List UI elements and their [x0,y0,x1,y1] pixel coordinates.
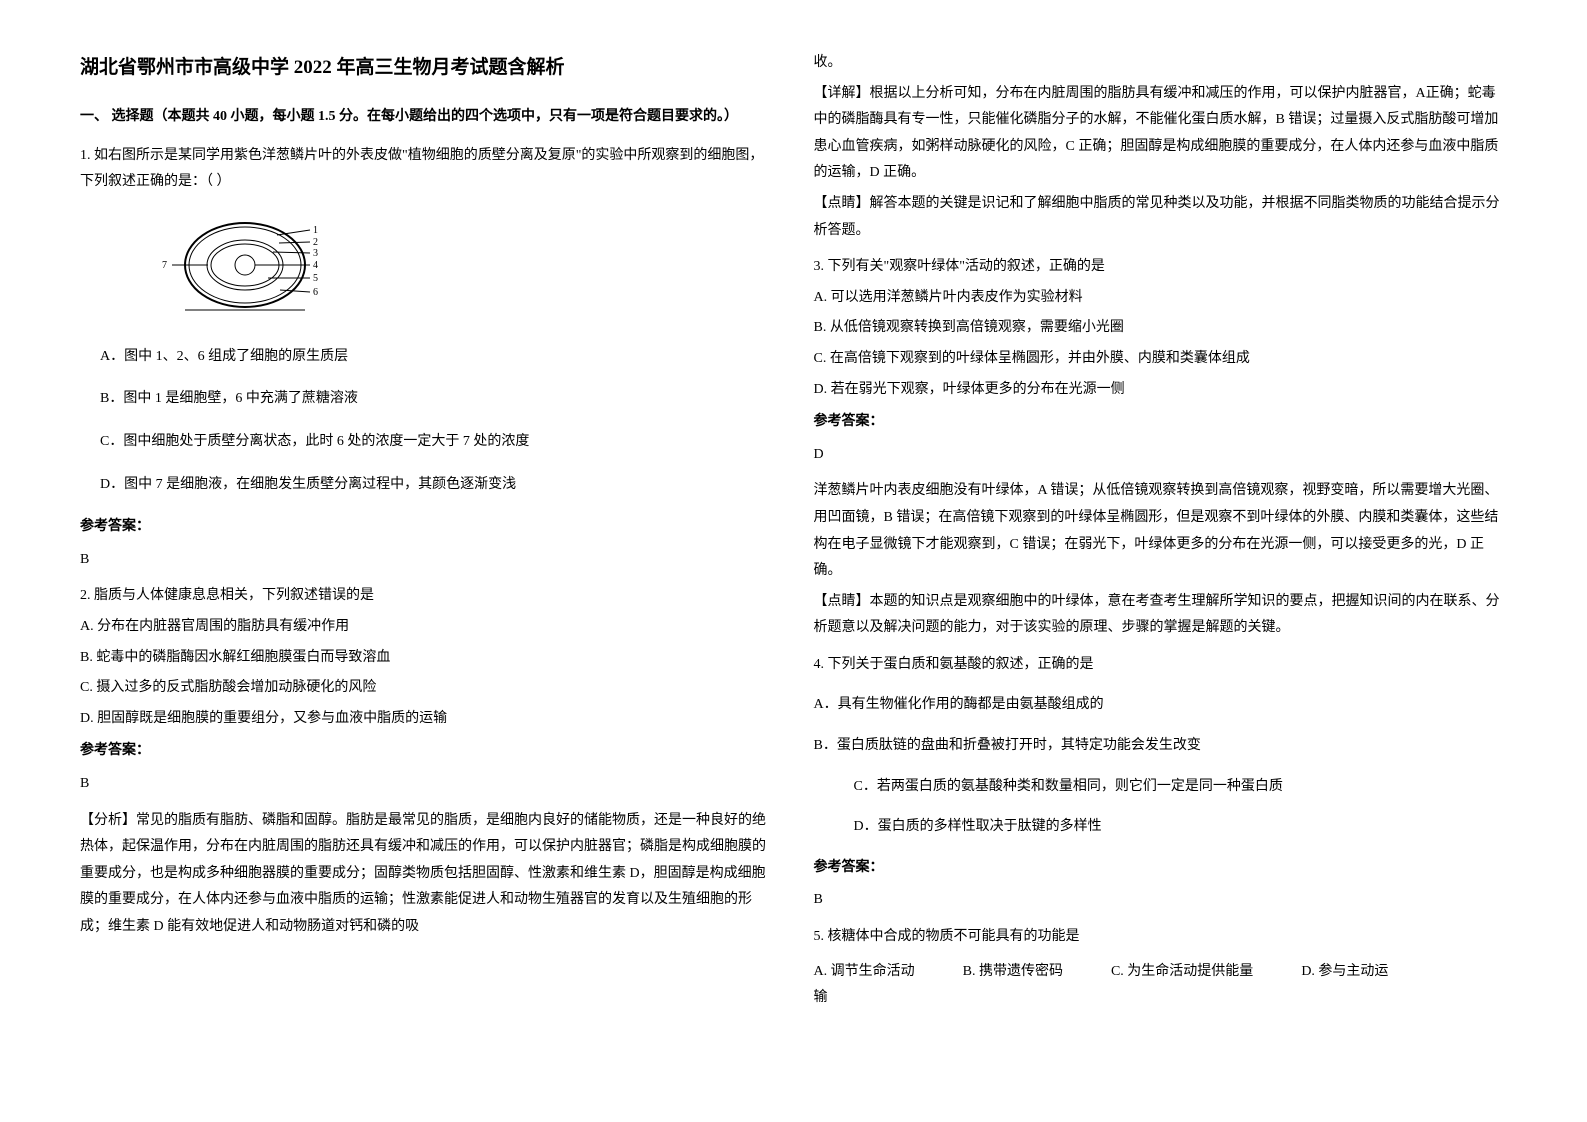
q5-cont: 输 [814,985,1508,1012]
left-column: 湖北省鄂州市市高级中学 2022 年高三生物月考试题含解析 一、 选择题（本题共… [60,50,794,1072]
q2-option-c: C. 摄入过多的反式脂肪酸会增加动脉硬化的风险 [80,675,774,702]
q2-stem: 2. 脂质与人体健康息息相关，下列叙述错误的是 [80,583,774,610]
question-4: 4. 下列关于蛋白质和氨基酸的叙述，正确的是 A．具有生物催化作用的酶都是由氨基… [814,652,1508,914]
q3-tip: 【点睛】本题的知识点是观察细胞中的叶绿体，意在考查考生理解所学知识的要点，把握知… [814,589,1508,642]
diagram-label-3: 3 [313,248,318,259]
q4-option-c: C．若两蛋白质的氨基酸种类和数量相同，则它们一定是同一种蛋白质 [854,774,1508,801]
exam-title: 湖北省鄂州市市高级中学 2022 年高三生物月考试题含解析 [80,50,774,86]
q4-answer-label: 参考答案： [814,855,1508,882]
q1-stem: 1. 如右图所示是某同学用紫色洋葱鳞片叶的外表皮做"植物细胞的质壁分离及复原"的… [80,143,774,196]
q4-option-b: B．蛋白质肽链的盘曲和折叠被打开时，其特定功能会发生改变 [814,733,1508,760]
analysis-label: 【分析】 [80,813,136,828]
tip-label: 【点睛】 [814,196,870,211]
q1-answer-label: 参考答案： [80,514,774,541]
q2-option-d: D. 胆固醇既是细胞膜的重要组分，又参与血液中脂质的运输 [80,706,774,733]
diagram-label-2: 2 [313,237,318,248]
q3-stem: 3. 下列有关"观察叶绿体"活动的叙述，正确的是 [814,254,1508,281]
q1-option-d: D．图中 7 是细胞液，在细胞发生质壁分离过程中，其颜色逐渐变浅 [100,472,774,499]
section-header: 一、 选择题（本题共 40 小题，每小题 1.5 分。在每小题给出的四个选项中，… [80,104,774,131]
q2-option-a: A. 分布在内脏器官周围的脂肪具有缓冲作用 [80,614,774,641]
q1-option-a: A．图中 1、2、6 组成了细胞的原生质层 [100,344,774,371]
q2-analysis: 【分析】常见的脂质有脂肪、磷脂和固醇。脂肪是最常见的脂质，是细胞内良好的储能物质… [80,808,774,941]
q5-options: A. 调节生命活动 B. 携带遗传密码 C. 为生命活动提供能量 D. 参与主动运 [814,959,1508,986]
q1-option-c: C．图中细胞处于质壁分离状态，此时 6 处的浓度一定大于 7 处的浓度 [100,429,774,456]
q5-option-a: A. 调节生命活动 [814,964,915,979]
q1-answer: B [80,547,774,574]
q4-option-d: D．蛋白质的多样性取决于肽键的多样性 [854,814,1508,841]
q3-option-a: A. 可以选用洋葱鳞片叶内表皮作为实验材料 [814,285,1508,312]
q1-option-b: B．图中 1 是细胞壁，6 中充满了蔗糖溶液 [100,386,774,413]
q4-answer: B [814,887,1508,914]
analysis-text: 常见的脂质有脂肪、磷脂和固醇。脂肪是最常见的脂质，是细胞内良好的储能物质，还是一… [80,813,766,934]
question-5: 5. 核糖体中合成的物质不可能具有的功能是 A. 调节生命活动 B. 携带遗传密码… [814,924,1508,1012]
q3-option-c: C. 在高倍镜下观察到的叶绿体呈椭圆形，并由外膜、内膜和类囊体组成 [814,346,1508,373]
cell-diagram: 1 2 3 4 5 6 7 [160,210,340,328]
question-3: 3. 下列有关"观察叶绿体"活动的叙述，正确的是 A. 可以选用洋葱鳞片叶内表皮… [814,254,1508,642]
detail-text: 根据以上分析可知，分布在内脏周围的脂肪具有缓冲和减压的作用，可以保护内脏器官，A… [814,86,1499,181]
q4-stem: 4. 下列关于蛋白质和氨基酸的叙述，正确的是 [814,652,1508,679]
q2-answer: B [80,771,774,798]
col2-continuation: 收。 [814,50,1508,77]
q2-detail: 【详解】根据以上分析可知，分布在内脏周围的脂肪具有缓冲和减压的作用，可以保护内脏… [814,81,1508,187]
diagram-label-7: 7 [162,260,167,271]
q3-answer: D [814,442,1508,469]
q3-option-b: B. 从低倍镜观察转换到高倍镜观察，需要缩小光圈 [814,315,1508,342]
q2-option-b: B. 蛇毒中的磷脂酶因水解红细胞膜蛋白而导致溶血 [80,645,774,672]
diagram-label-4: 4 [313,260,318,271]
detail-label: 【详解】 [814,86,870,101]
right-column: 收。 【详解】根据以上分析可知，分布在内脏周围的脂肪具有缓冲和减压的作用，可以保… [794,50,1528,1072]
q2-tip: 【点睛】解答本题的关键是识记和了解细胞中脂质的常见种类以及功能，并根据不同脂类物… [814,191,1508,244]
q2-answer-label: 参考答案： [80,738,774,765]
q5-option-d: D. 参与主动运 [1301,964,1388,979]
question-1: 1. 如右图所示是某同学用紫色洋葱鳞片叶的外表皮做"植物细胞的质壁分离及复原"的… [80,143,774,574]
q5-option-c: C. 为生命活动提供能量 [1111,964,1253,979]
q4-option-a: A．具有生物催化作用的酶都是由氨基酸组成的 [814,692,1508,719]
question-2: 2. 脂质与人体健康息息相关，下列叙述错误的是 A. 分布在内脏器官周围的脂肪具… [80,583,774,940]
q5-stem: 5. 核糖体中合成的物质不可能具有的功能是 [814,924,1508,951]
q3-tip-label: 【点睛】 [814,594,870,609]
diagram-label-6: 6 [313,287,318,298]
q5-option-b: B. 携带遗传密码 [963,964,1063,979]
tip-text: 解答本题的关键是识记和了解细胞中脂质的常见种类以及功能，并根据不同脂类物质的功能… [814,196,1500,238]
q3-explain: 洋葱鳞片叶内表皮细胞没有叶绿体，A 错误；从低倍镜观察转换到高倍镜观察，视野变暗… [814,478,1508,584]
q3-option-d: D. 若在弱光下观察，叶绿体更多的分布在光源一侧 [814,377,1508,404]
q3-tip-text: 本题的知识点是观察细胞中的叶绿体，意在考查考生理解所学知识的要点，把握知识间的内… [814,594,1500,636]
q3-answer-label: 参考答案： [814,409,1508,436]
diagram-label-5: 5 [313,273,318,284]
diagram-label-1: 1 [313,225,318,236]
